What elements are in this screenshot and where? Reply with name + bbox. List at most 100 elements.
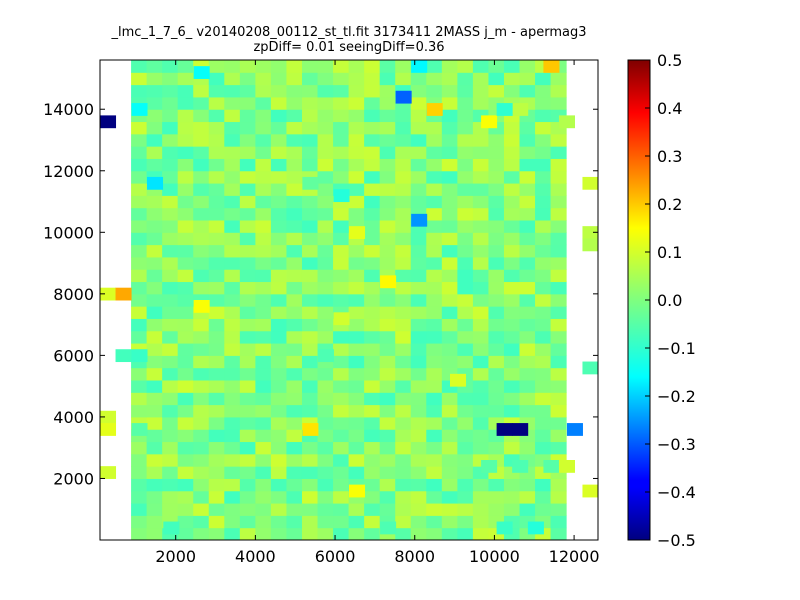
heatmap-cell	[441, 306, 458, 319]
heatmap-cell	[457, 478, 474, 492]
heatmap-cell	[488, 367, 505, 381]
heatmap-cell	[317, 466, 334, 479]
heatmap-cell	[146, 72, 163, 86]
heatmap-cell	[270, 183, 287, 196]
heatmap-cell	[255, 183, 272, 196]
heatmap-cell	[472, 527, 489, 541]
heatmap-cell	[270, 355, 287, 369]
heatmap-cell	[348, 306, 365, 319]
heatmap-cell	[286, 318, 303, 332]
heatmap-cell	[255, 269, 272, 283]
heatmap-cell	[535, 269, 552, 283]
heatmap-cell	[519, 293, 536, 307]
heatmap-cell	[255, 392, 272, 406]
heatmap-cell	[379, 256, 396, 270]
heatmap-cell	[457, 515, 474, 529]
heatmap-cell	[301, 195, 319, 209]
heatmap-cell	[457, 84, 474, 98]
heatmap-cell	[162, 453, 179, 467]
heatmap-cell	[286, 527, 303, 541]
heatmap-cell	[395, 256, 412, 270]
heatmap-cell	[410, 256, 427, 270]
heatmap-cell	[177, 269, 194, 283]
heatmap-cell	[193, 195, 210, 209]
heatmap-cell	[208, 220, 225, 233]
heatmap-cell	[535, 343, 552, 356]
heatmap-cell	[457, 244, 474, 258]
heatmap-cell	[550, 256, 567, 270]
heatmap-cell	[162, 133, 179, 147]
heatmap-cell	[286, 158, 303, 172]
heatmap-cell	[317, 453, 334, 467]
heatmap-cell	[364, 207, 381, 221]
heatmap-cell	[255, 527, 272, 541]
heatmap-cell	[457, 404, 474, 418]
heatmap-cell	[177, 392, 194, 406]
heatmap-cell	[193, 133, 210, 147]
heatmap-cell	[286, 220, 303, 233]
heatmap-cell	[317, 220, 334, 233]
heatmap-cell	[239, 416, 256, 430]
heatmap-cell	[426, 281, 443, 295]
heatmap-cell	[163, 521, 180, 535]
heatmap-cell	[379, 195, 396, 209]
heatmap-cell	[333, 343, 350, 356]
heatmap-cell	[131, 515, 148, 529]
heatmap-cell	[255, 355, 272, 369]
heatmap-cell	[177, 527, 194, 541]
heatmap-cell	[286, 293, 303, 307]
heatmap-cell	[410, 146, 427, 159]
heatmap-cell	[193, 121, 210, 135]
heatmap-cell	[519, 195, 536, 209]
heatmap-cell	[333, 404, 350, 418]
heatmap-cell	[208, 207, 225, 221]
heatmap-cell	[379, 146, 396, 159]
heatmap-cell	[379, 207, 396, 221]
heatmap-cell	[208, 158, 225, 172]
heatmap-cell	[208, 478, 225, 492]
heatmap-cell	[348, 183, 365, 196]
heatmap-cell	[208, 183, 225, 196]
heatmap-cell	[146, 392, 163, 406]
heatmap-cell	[550, 416, 567, 430]
heatmap-cell	[317, 429, 334, 443]
heatmap-cell	[550, 318, 567, 332]
heatmap-cell	[317, 515, 334, 529]
heatmap-cell	[177, 306, 194, 319]
heatmap-cell	[503, 220, 521, 233]
heatmap-cell	[333, 220, 350, 233]
heatmap-cell	[131, 103, 148, 116]
heatmap-cell	[317, 232, 334, 246]
heatmap-cell	[131, 380, 148, 393]
heatmap-cell	[582, 361, 599, 375]
heatmap-cell	[131, 293, 148, 307]
heatmap-cell	[162, 478, 179, 492]
heatmap-cell	[333, 232, 350, 246]
heatmap-cell	[177, 133, 194, 147]
heatmap-cell	[317, 146, 334, 159]
heatmap-cell	[550, 133, 567, 147]
heatmap-cell	[441, 220, 458, 233]
heatmap-cell	[426, 330, 443, 344]
heatmap-cell	[488, 478, 505, 492]
heatmap-cell	[550, 515, 567, 529]
heatmap-cell	[270, 256, 287, 270]
heatmap-cell	[379, 392, 396, 406]
heatmap-cell	[193, 343, 210, 356]
heatmap-cell	[457, 490, 474, 504]
heatmap-cell	[162, 158, 179, 172]
heatmap-cell	[441, 195, 458, 209]
heatmap-cell	[162, 183, 179, 196]
y-tick-label: 12000	[43, 162, 94, 181]
heatmap-cell	[224, 146, 241, 159]
heatmap-cell	[395, 453, 412, 467]
heatmap-cell	[177, 429, 194, 443]
heatmap-cell	[286, 256, 303, 270]
heatmap-cell	[503, 478, 521, 492]
heatmap-cell	[193, 183, 210, 196]
heatmap-cell	[543, 60, 560, 73]
heatmap-cell	[457, 416, 474, 430]
heatmap-cell	[208, 343, 225, 356]
heatmap-cell	[379, 380, 396, 393]
heatmap-cell	[426, 466, 443, 479]
